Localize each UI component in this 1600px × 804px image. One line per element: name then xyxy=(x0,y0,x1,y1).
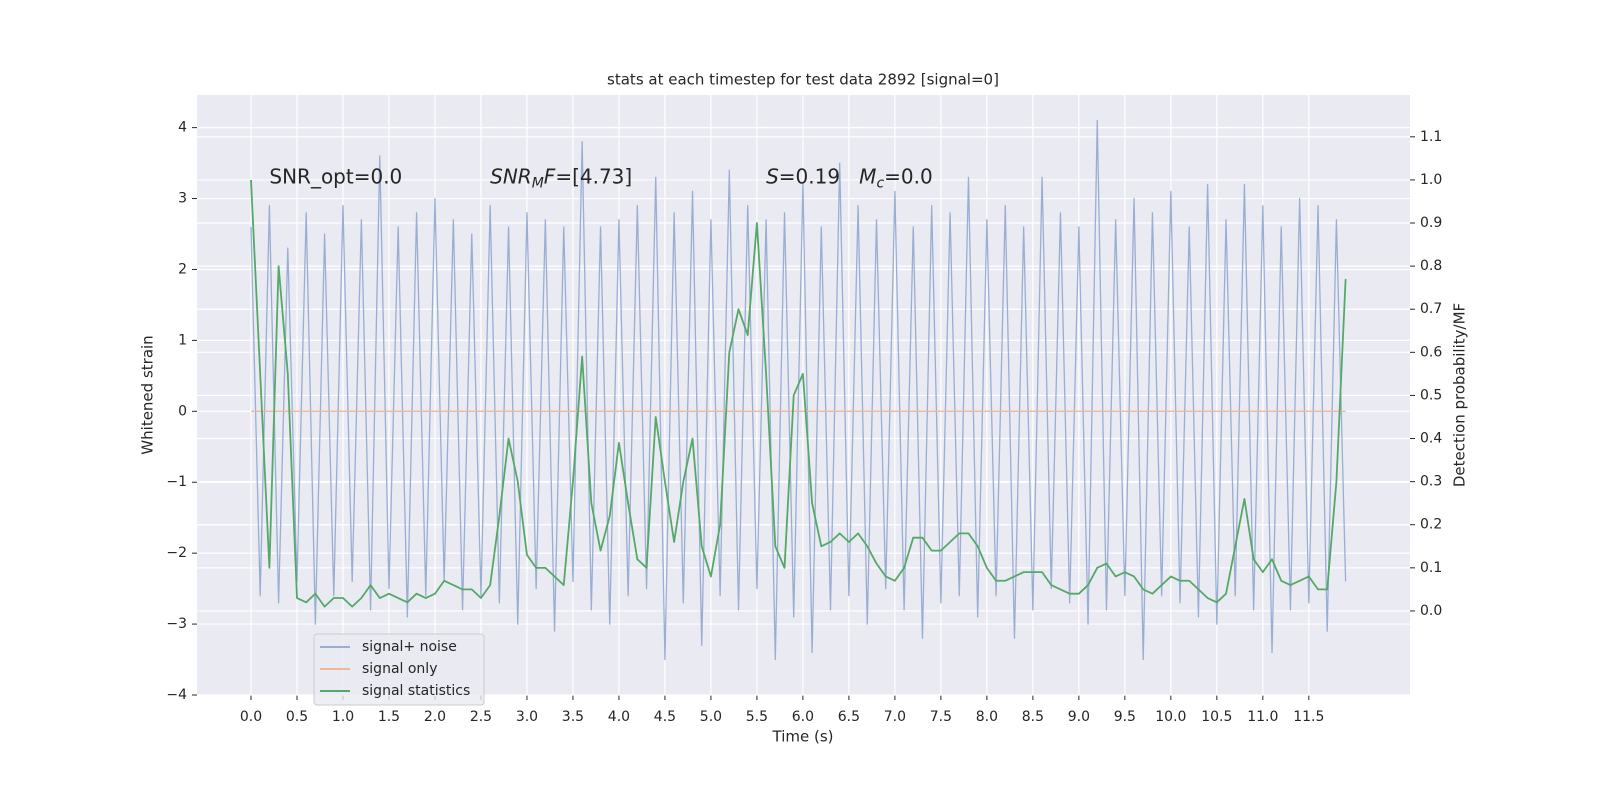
x-tick-label: 11.0 xyxy=(1247,709,1278,725)
y-axis-label: Whitened strain xyxy=(139,335,157,454)
x-tick-label: 10.5 xyxy=(1201,709,1232,725)
series-line xyxy=(250,119,1347,661)
y2-tick-label: 0.2 xyxy=(1420,517,1442,533)
x-tick-label: 0.0 xyxy=(240,709,262,725)
x-tick-label: 0.5 xyxy=(286,709,308,725)
annotation-part: M xyxy=(532,175,544,191)
chart-title: stats at each timestep for test data 289… xyxy=(607,71,999,89)
y-tick-label: −1 xyxy=(166,474,187,490)
y2-axis-label: Detection probability/MF xyxy=(1451,303,1469,487)
x-tick-label: 4.5 xyxy=(654,709,676,725)
x-tick-label: 5.0 xyxy=(700,709,722,725)
y2-tick-label: 0.1 xyxy=(1420,560,1442,576)
y-tick-label: 1 xyxy=(178,332,187,348)
y-tick-label: −4 xyxy=(166,687,187,703)
x-tick-label: 6.5 xyxy=(838,709,860,725)
annotation-part: M xyxy=(859,164,876,188)
annotation-part: SNR_opt=0.0 xyxy=(269,164,402,188)
x-tick-label: 11.5 xyxy=(1293,709,1324,725)
annotation-part: =0.19 xyxy=(779,164,859,188)
x-tick-label: 6.0 xyxy=(792,709,814,725)
x-tick-label: 1.5 xyxy=(378,709,400,725)
annotation-part: =0.0 xyxy=(884,164,933,188)
y-tick-label: −2 xyxy=(166,545,187,561)
annotation-part: S xyxy=(766,164,779,188)
annotation: S=0.19 Mc=0.0 xyxy=(766,164,933,192)
y-tick-label: 0 xyxy=(178,403,187,419)
x-tick-label: 2.5 xyxy=(470,709,492,725)
annotation: SNR_opt=0.0 xyxy=(269,164,402,188)
legend-label: signal only xyxy=(362,661,437,677)
y-tick-label: 4 xyxy=(178,120,187,136)
legend-label: signal statistics xyxy=(362,683,470,699)
y2-tick-label: 0.5 xyxy=(1420,387,1442,403)
x-tick-label: 3.5 xyxy=(562,709,584,725)
annotation-part: SNR xyxy=(490,164,532,188)
x-tick-label: 5.5 xyxy=(746,709,768,725)
y2-tick-label: 0.9 xyxy=(1420,215,1442,231)
series-line xyxy=(250,179,1347,608)
annotation-part: F xyxy=(544,164,556,188)
annotation-part: =[4.73] xyxy=(555,164,632,188)
x-tick-label: 2.0 xyxy=(424,709,446,725)
legend-label: signal+ noise xyxy=(362,639,457,655)
y-tick-label: 2 xyxy=(178,261,187,277)
y2-tick-label: 0.8 xyxy=(1420,258,1442,274)
y2-tick-label: 0.4 xyxy=(1420,431,1442,447)
x-tick-label: 3.0 xyxy=(516,709,538,725)
x-tick-label: 7.0 xyxy=(884,709,906,725)
y2-tick-label: 1.0 xyxy=(1420,172,1442,188)
x-tick-label: 4.0 xyxy=(608,709,630,725)
y-tick-label: 3 xyxy=(178,191,187,207)
x-tick-label: 9.5 xyxy=(1114,709,1136,725)
y2-tick-label: 1.1 xyxy=(1420,129,1442,145)
x-axis-label: Time (s) xyxy=(772,728,834,746)
y2-tick-label: 0.7 xyxy=(1420,301,1442,317)
x-tick-label: 10.0 xyxy=(1155,709,1186,725)
x-tick-label: 8.0 xyxy=(976,709,998,725)
x-tick-label: 7.5 xyxy=(930,709,952,725)
y-tick-label: −3 xyxy=(166,616,187,632)
annotation: SNRMF=[4.73] xyxy=(490,164,632,192)
x-tick-label: 1.0 xyxy=(332,709,354,725)
y2-tick-label: 0.6 xyxy=(1420,344,1442,360)
y2-tick-label: 0.0 xyxy=(1420,603,1442,619)
x-tick-label: 9.0 xyxy=(1068,709,1090,725)
y2-tick-label: 0.3 xyxy=(1420,474,1442,490)
legend-box xyxy=(313,633,485,706)
annotation-part: c xyxy=(876,175,884,191)
x-tick-label: 8.5 xyxy=(1022,709,1044,725)
